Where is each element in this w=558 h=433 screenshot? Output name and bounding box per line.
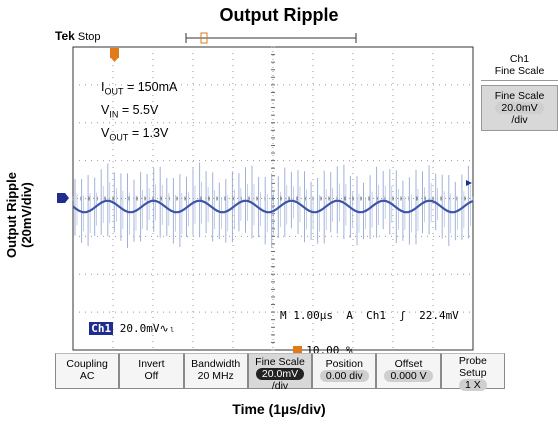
x-axis-label: Time (1µs/div) [232,401,326,417]
record-trigger-marker [200,32,208,44]
coupling-button[interactable]: Coupling AC [55,353,120,389]
note-iout: IOUT = 150mA [101,80,178,97]
acq-state: Stop [77,31,101,43]
offset-button[interactable]: Offset 0.000 V [376,353,441,389]
position-button[interactable]: Position 0.00 div [312,353,377,389]
note-vin: VIN = 5.5V [101,103,159,120]
scope-status-bar: Tek Stop [55,29,101,43]
ch1-badge: Ch1 [89,322,114,335]
channel-scale-readout: Ch1 20.0mV∿ₗ [76,309,175,335]
side-fine-scale-button[interactable]: Fine Scale 20.0mV /div [481,85,558,131]
side-menu-header: Ch1 Fine Scale [481,50,558,81]
channel1-marker-icon [57,193,69,203]
graticule-grid [72,46,474,351]
trigger-level-icon [466,180,472,186]
ripple-trace [72,199,474,214]
trigger-icon [293,346,303,355]
bandwidth-limit-icon: ∿ₗ [159,322,176,335]
chart-title: Output Ripple [219,5,339,25]
timebase-readout: M 1.00µs A Ch1 ʃ 22.4mV [280,309,459,322]
invert-button[interactable]: Invert Off [119,353,184,389]
note-vout: VOUT = 1.3V [101,126,169,143]
bottom-menu: Coupling AC Invert Off Bandwidth 20 MHz Fin… [55,353,505,392]
brand-label: Tek [55,29,75,43]
ripple-waveform [72,162,474,249]
bandwidth-button[interactable]: Bandwidth 20 MHz [183,353,248,389]
ch1-scale: 20.0mV [113,322,160,335]
probe-setup-button[interactable]: Probe Setup 1 X [440,353,505,391]
fine-scale-button[interactable]: Fine Scale 20.0mV /div [247,353,313,392]
trigger-position-icon [110,48,119,62]
side-menu: Ch1 Fine Scale Fine Scale 20.0mV /div [481,50,558,131]
